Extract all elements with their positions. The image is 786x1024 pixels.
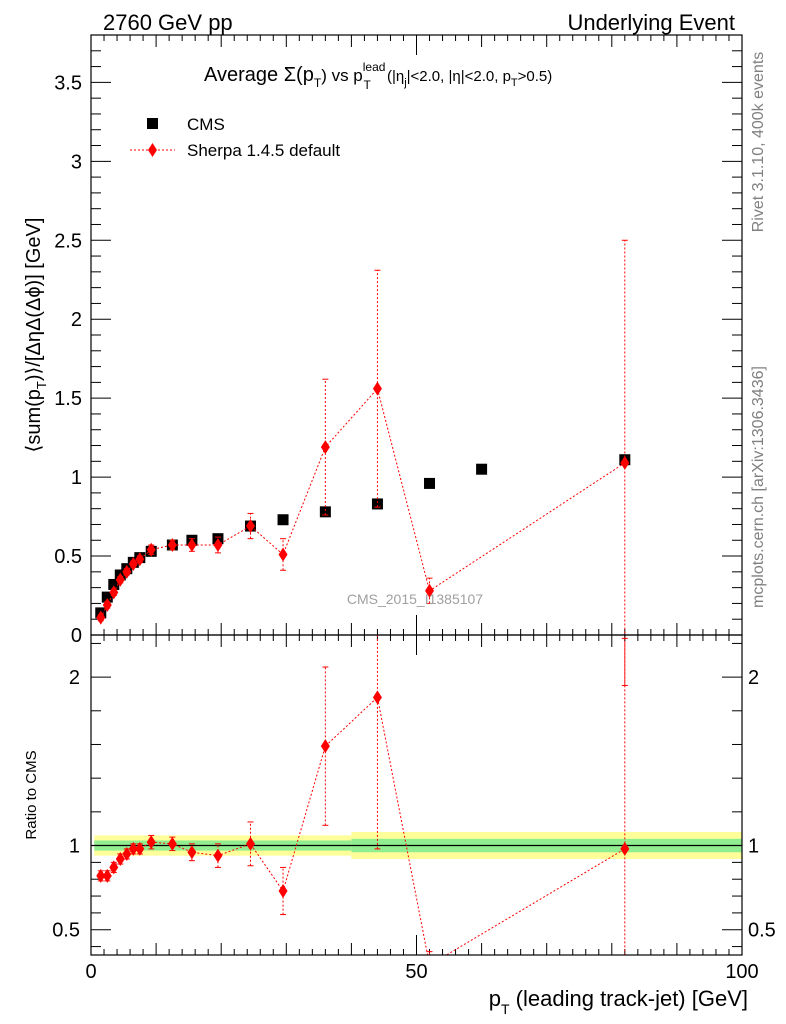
ratio-data-point bbox=[109, 860, 119, 875]
ratio-data-point bbox=[115, 852, 125, 866]
sherpa-data-point bbox=[122, 564, 132, 579]
ratio-data-point bbox=[320, 739, 330, 754]
main-plot-panel: 0 0.5 1 1.5 2 2.5 3 3.5 Average Σ(pT) vs plead T… bbox=[23, 34, 743, 687]
sherpa-data-point bbox=[96, 610, 106, 625]
sherpa-data-point bbox=[620, 455, 630, 470]
header-right: Underlying Event bbox=[567, 10, 735, 35]
ratio-data-point bbox=[128, 841, 138, 856]
legend-cms-label: CMS bbox=[187, 115, 225, 134]
cms-data-point bbox=[277, 514, 289, 526]
sherpa-data-point bbox=[187, 538, 197, 552]
ratio-y-tick-label-right: 0.5 bbox=[748, 920, 776, 942]
ratio-data-point bbox=[135, 841, 145, 856]
y-tick-label: 0 bbox=[71, 625, 82, 647]
header-left: 2760 GeV pp bbox=[103, 10, 233, 35]
ratio-data-point bbox=[146, 835, 156, 850]
ratio-y-axis-label: Ratio to CMS bbox=[23, 750, 40, 839]
ratio-y-tick-label-right: 2 bbox=[748, 667, 759, 689]
y-tick-label: 3 bbox=[71, 151, 82, 173]
sherpa-data-point bbox=[425, 583, 435, 598]
sherpa-data-point bbox=[278, 547, 288, 562]
y-tick-label: 0.5 bbox=[54, 546, 82, 568]
cms-data-point bbox=[108, 578, 120, 590]
sherpa-data-point bbox=[213, 538, 223, 552]
ratio-data-point bbox=[213, 848, 223, 863]
sherpa-line bbox=[100, 387, 626, 618]
ratio-plot-panel: 0.5 0.5 1 1 2 2 0 50 100 Ratio to CMS pT (leadi… bbox=[23, 634, 776, 1017]
cms-data-point bbox=[371, 498, 383, 510]
cms-data-point bbox=[101, 591, 113, 603]
sherpa-data-point bbox=[245, 519, 255, 534]
ratio-data-point bbox=[620, 841, 630, 856]
sherpa-data-point bbox=[115, 572, 125, 587]
y-tick-label: 1 bbox=[71, 467, 82, 489]
x-axis-label: pT (leading track-jet) [GeV] bbox=[489, 986, 748, 1017]
ratio-plot-frame bbox=[90, 634, 743, 956]
main-y-axis-label: ⟨sum(pT)⟩/[ΔηΔ(Δϕ)] [GeV] bbox=[23, 218, 49, 453]
ratio-data-point bbox=[187, 845, 197, 860]
ratio-data-point bbox=[96, 868, 106, 883]
cms-data-point bbox=[319, 506, 331, 518]
x-tick-label: 0 bbox=[85, 961, 96, 983]
ratio-y-tick-label: 2 bbox=[69, 667, 80, 689]
cms-data-point bbox=[424, 477, 436, 489]
ratio-data-point bbox=[372, 690, 382, 705]
sherpa-data-point bbox=[167, 538, 177, 552]
ratio-series bbox=[96, 635, 630, 955]
legend-sherpa-marker bbox=[148, 143, 157, 157]
y-tick-label: 3.5 bbox=[54, 72, 82, 94]
ratio-y-tick-label-right: 1 bbox=[748, 836, 759, 858]
ratio-data-point bbox=[167, 836, 177, 851]
sherpa-data-point bbox=[372, 381, 382, 396]
x-tick-label: 50 bbox=[405, 961, 427, 983]
sherpa-data-point bbox=[102, 598, 112, 612]
sherpa-data-point bbox=[146, 542, 156, 557]
sherpa-data-point bbox=[320, 440, 330, 455]
ratio-data-point bbox=[245, 836, 255, 851]
sherpa-data-point bbox=[128, 556, 138, 571]
rivet-label: Rivet 3.1.10, 400k events bbox=[750, 52, 767, 233]
legend-cms-marker bbox=[147, 118, 158, 129]
analysis-watermark: CMS_2015_I1385107 bbox=[347, 591, 483, 607]
legend-sherpa-label: Sherpa 1.4.5 default bbox=[187, 141, 340, 160]
sherpa-data-point bbox=[135, 552, 145, 567]
ratio-data-point bbox=[278, 884, 288, 898]
main-plot-title: Average Σ(pT) vs plead T (|ηj|<2.0, |η|<2… bbox=[204, 60, 552, 92]
cms-data-point bbox=[476, 463, 488, 475]
ratio-data-point bbox=[122, 846, 132, 861]
ratio-line bbox=[100, 696, 626, 955]
y-tick-label: 2 bbox=[71, 309, 82, 331]
mcplots-label: mcplots.cern.ch [arXiv:1306.3436] bbox=[750, 366, 767, 608]
sherpa-data-point bbox=[109, 585, 119, 600]
y-tick-label: 1.5 bbox=[54, 388, 82, 410]
x-tick-label: 100 bbox=[725, 961, 758, 983]
ratio-y-tick-label: 0.5 bbox=[52, 920, 80, 942]
ratio-y-tick-label: 1 bbox=[69, 836, 80, 858]
y-tick-label: 2.5 bbox=[54, 230, 82, 252]
ratio-data-point bbox=[102, 868, 112, 883]
legend: CMS Sherpa 1.4.5 default bbox=[130, 115, 340, 160]
